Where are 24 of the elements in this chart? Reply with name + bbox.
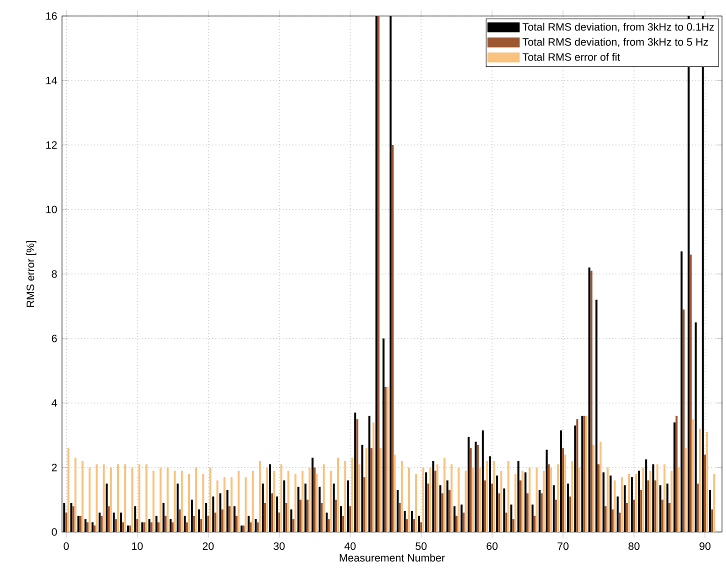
legend-label: Total RMS deviation, from 3kHz to 0.1Hz	[522, 22, 714, 32]
x-tick-label: 20	[202, 542, 214, 550]
x-tick-label: 90	[700, 542, 710, 550]
y-tick-label: 6	[52, 334, 57, 342]
x-tick-label: 80	[628, 542, 640, 550]
y-tick-label: 4	[52, 399, 57, 407]
x-tick-label: 40	[344, 542, 356, 550]
y-tick-label: 8	[52, 270, 57, 278]
x-tick-label: 70	[558, 542, 569, 550]
legend-label: Total RMS deviation, from 3kHz to 5 Hz	[522, 38, 708, 47]
y-tick-label: 2	[52, 464, 57, 472]
x-tick-label: 30	[274, 542, 285, 550]
x-tick-label: 10	[132, 542, 143, 550]
x-tick-label: 50	[416, 542, 427, 550]
y-tick-label: 16	[46, 12, 57, 20]
y-tick-label: 0	[52, 528, 57, 536]
x-tick-label: 0	[64, 542, 69, 550]
y-tick-label: 14	[46, 76, 57, 84]
legend-label: Total RMS error of fit	[522, 52, 620, 61]
x-tick-label: 60	[486, 542, 498, 550]
y-axis-title: RMS error [%]	[26, 240, 36, 307]
x-axis-title: Measurement Number	[340, 554, 445, 562]
y-tick-label: 12	[46, 141, 57, 149]
y-tick-label: 10	[46, 206, 57, 214]
